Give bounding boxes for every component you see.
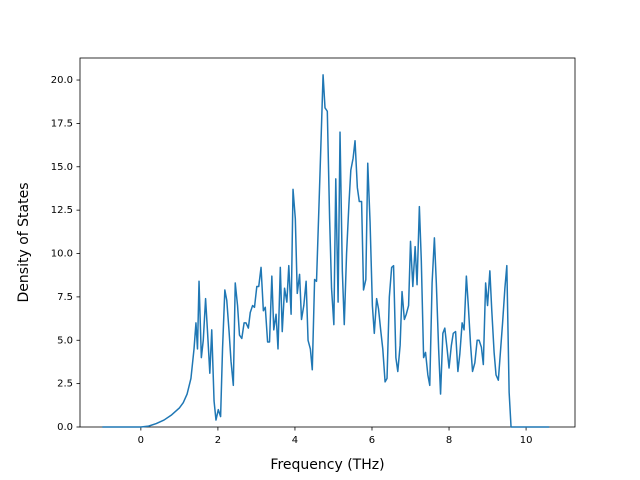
x-tick-label: 10 xyxy=(520,435,533,446)
y-axis-label: Density of States xyxy=(16,183,32,303)
y-tick-label: 10.0 xyxy=(51,249,73,260)
plot-frame xyxy=(79,57,576,428)
y-tick-label: 7.5 xyxy=(57,292,73,303)
y-tick-label: 5.0 xyxy=(57,335,73,346)
x-tick-label: 8 xyxy=(446,435,452,446)
y-tick-label: 17.5 xyxy=(51,118,73,129)
y-tick-label: 15.0 xyxy=(51,162,73,173)
y-tick-label: 0.0 xyxy=(57,422,73,433)
x-tick-label: 2 xyxy=(215,435,221,446)
y-tick-label: 20.0 xyxy=(51,75,73,86)
x-tick-label: 0 xyxy=(138,435,144,446)
y-tick-label: 12.5 xyxy=(51,205,73,216)
x-tick-label: 4 xyxy=(292,435,298,446)
y-tick-label: 2.5 xyxy=(57,379,73,390)
x-axis-label: Frequency (THz) xyxy=(270,457,384,473)
x-tick-label: 6 xyxy=(369,435,375,446)
data-line xyxy=(102,74,550,428)
